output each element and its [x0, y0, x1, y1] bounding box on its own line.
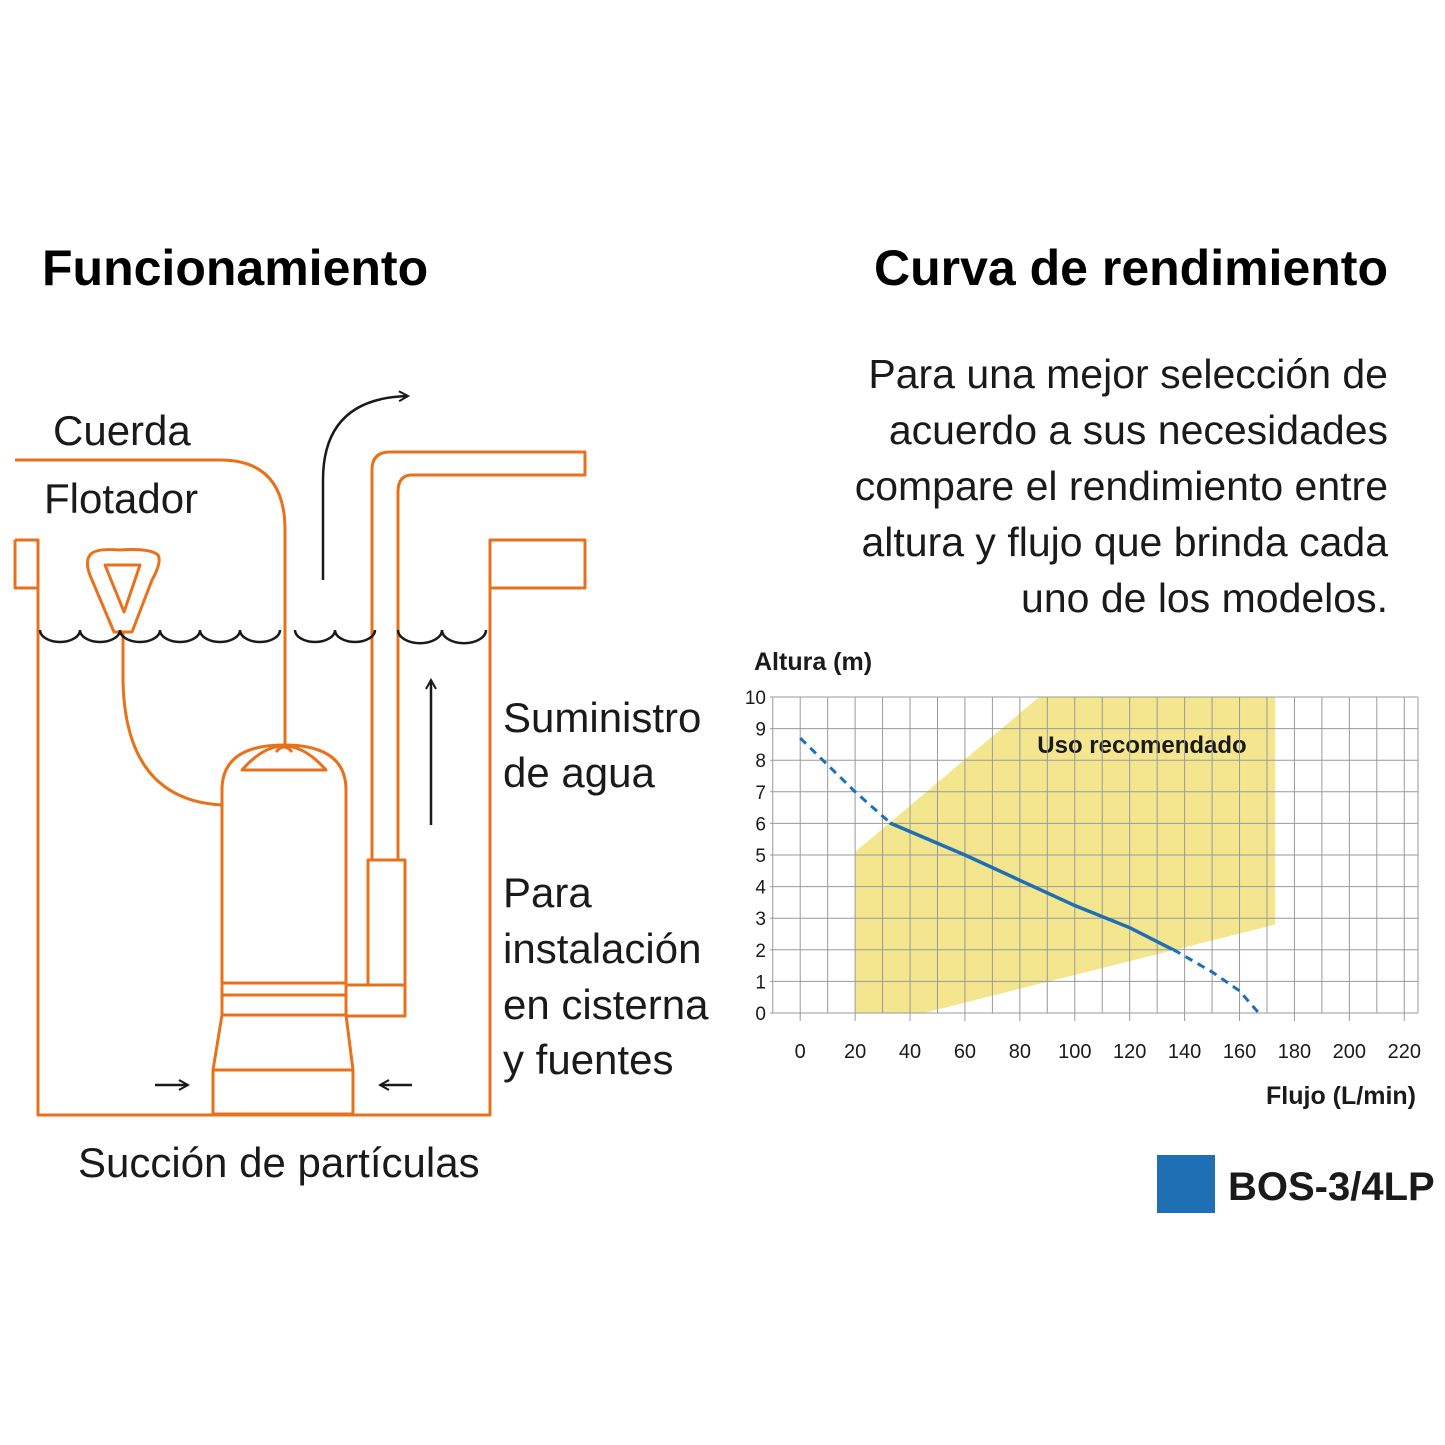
chart-subtitle: acuerdo a sus necesidades	[889, 407, 1388, 453]
x-tick-label: 80	[1009, 1041, 1031, 1063]
y-tick-label: 1	[755, 972, 766, 993]
diagram-label: en cisterna	[503, 981, 709, 1028]
pump-diagram	[13, 396, 587, 1117]
x-tick-label: 220	[1388, 1041, 1421, 1063]
x-tick-label: 100	[1058, 1041, 1091, 1063]
y-tick-label: 2	[755, 941, 766, 962]
x-tick-label: 0	[795, 1041, 806, 1063]
chart-subtitle: uno de los modelos.	[1021, 575, 1388, 621]
diagram-title: Funcionamiento	[42, 240, 428, 296]
y-axis-label: Altura (m)	[754, 648, 872, 676]
x-tick-label: 120	[1113, 1041, 1146, 1063]
y-tick-label: 7	[755, 783, 766, 804]
diagram-label: de agua	[503, 749, 655, 796]
x-axis-label: Flujo (L/min)	[1266, 1082, 1416, 1110]
y-tick-label: 0	[755, 1004, 766, 1025]
diagram-label: y fuentes	[503, 1036, 673, 1083]
y-tick-label: 9	[755, 720, 766, 741]
diagram-label: Para	[503, 869, 592, 916]
x-tick-label: 160	[1223, 1041, 1256, 1063]
x-tick-label: 20	[844, 1041, 866, 1063]
x-tick-label: 60	[954, 1041, 976, 1063]
y-tick-label: 8	[755, 751, 766, 772]
y-tick-label: 10	[745, 688, 766, 709]
y-tick-label: 4	[755, 878, 766, 899]
diagram-label: Flotador	[44, 475, 198, 522]
y-tick-label: 5	[755, 846, 766, 867]
chart-subtitle: compare el rendimiento entre	[855, 463, 1388, 509]
y-tick-label: 6	[755, 814, 766, 835]
diagram-label: Suministro	[503, 694, 701, 741]
x-tick-label: 180	[1278, 1041, 1311, 1063]
legend-swatch	[1157, 1155, 1215, 1213]
chart-title: Curva de rendimiento	[874, 240, 1388, 296]
legend-label: BOS-3/4LP	[1228, 1165, 1435, 1209]
x-tick-label: 140	[1168, 1041, 1201, 1063]
x-tick-label: 200	[1333, 1041, 1366, 1063]
region-label: Uso recomendado	[1037, 732, 1246, 759]
diagram-label: Succión de partículas	[78, 1139, 480, 1186]
diagram-label: instalación	[503, 925, 701, 972]
diagram-label: Cuerda	[53, 407, 191, 454]
chart-subtitle: altura y flujo que brinda cada	[861, 519, 1388, 565]
y-tick-label: 3	[755, 909, 766, 930]
chart-subtitle: Para una mejor selección de	[868, 351, 1388, 397]
x-tick-label: 40	[899, 1041, 921, 1063]
